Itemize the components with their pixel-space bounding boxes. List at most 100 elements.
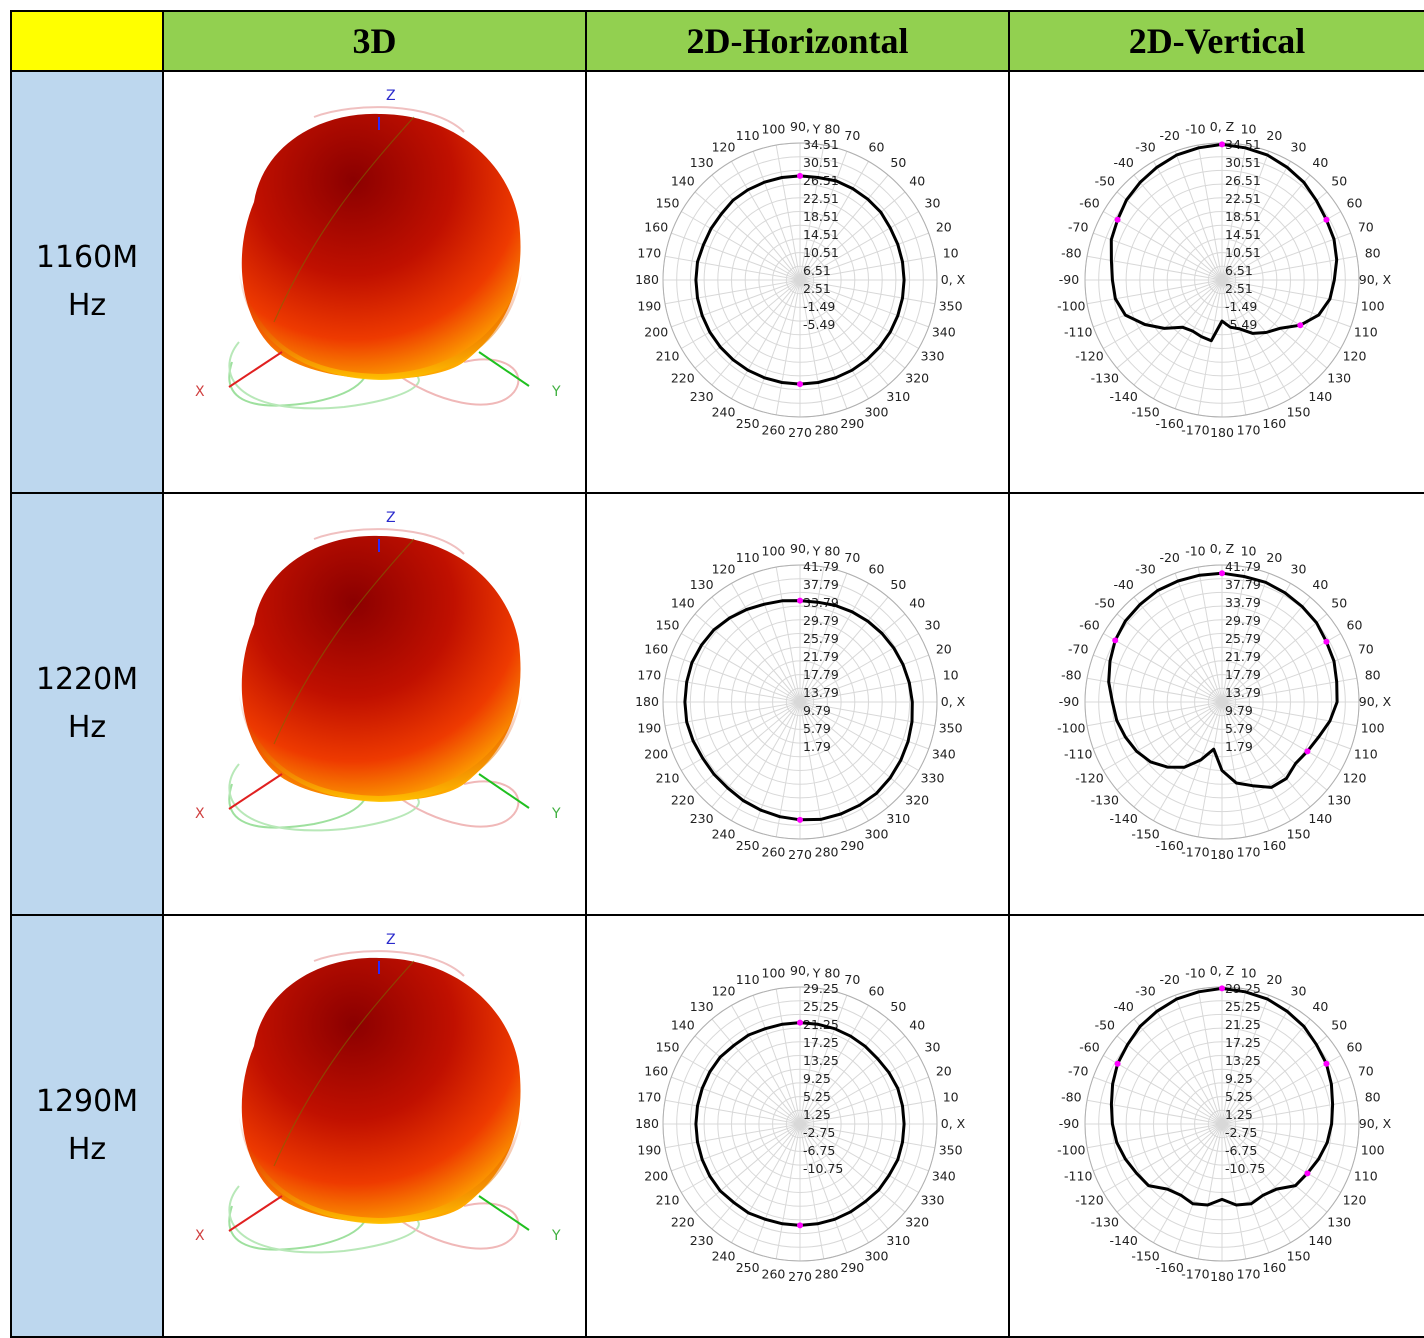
angle-tick-label: -110 xyxy=(1064,324,1092,339)
grid-spoke xyxy=(1221,654,1351,703)
angle-tick-label: 200 xyxy=(644,746,668,761)
grid-spoke xyxy=(775,701,801,838)
angle-tick-label: 10 xyxy=(943,245,959,260)
grid-spoke xyxy=(681,701,801,771)
ring-value-label: 1.79 xyxy=(803,739,831,754)
ring-value-label: 37.79 xyxy=(803,577,839,592)
angle-tick-label: 210 xyxy=(656,349,680,364)
x-axis-label: X xyxy=(195,1228,205,1244)
angle-tick-label: 70 xyxy=(844,128,860,143)
angle-tick-label: 20 xyxy=(936,1064,952,1079)
angle-tick-label: 220 xyxy=(671,1214,695,1229)
x-axis-label: X xyxy=(195,806,205,822)
grid-spoke xyxy=(799,1123,936,1149)
grid-spoke xyxy=(799,151,848,281)
ring-value-label: -6.75 xyxy=(1225,1143,1257,1158)
pattern-horizontal-cell: 0, X 10 20 30 40 50 60 70 Y 80 90, 100 110 120 130 140… xyxy=(585,914,1010,1338)
angle-tick-label: -50 xyxy=(1095,174,1115,189)
ring-value-label: 29.79 xyxy=(803,613,839,628)
ring-value-label: 17.25 xyxy=(803,1035,839,1050)
grid-spoke xyxy=(799,1099,936,1125)
angle-tick-label: 0, X xyxy=(941,1116,966,1131)
ring-value-label: -2.75 xyxy=(803,1125,835,1140)
angle-tick-label: -160 xyxy=(1155,416,1183,431)
angle-tick-label: 350 xyxy=(939,721,963,736)
pattern-3d-cell: Z X Y xyxy=(162,70,587,494)
grid-spoke xyxy=(752,573,801,703)
grid-spoke xyxy=(1221,279,1358,305)
z-axis-label: Z xyxy=(386,510,396,526)
grid-spoke xyxy=(1133,279,1223,386)
grid-spoke xyxy=(799,995,848,1125)
grid-spoke xyxy=(799,279,889,386)
angle-tick-label: 0, X xyxy=(941,272,966,287)
grid-spoke xyxy=(671,279,801,328)
grid-spoke xyxy=(1221,1123,1270,1253)
grid-spoke xyxy=(1174,1123,1223,1253)
grid-spoke xyxy=(1174,701,1223,831)
angle-tick-label: 180 xyxy=(635,272,659,287)
ring-value-label: 6.51 xyxy=(1225,263,1253,278)
grid-spoke xyxy=(1221,1076,1351,1125)
ring-value-label: 21.79 xyxy=(803,649,839,664)
angle-tick-label: -20 xyxy=(1159,972,1179,987)
grid-spoke xyxy=(1153,161,1223,281)
ring-value-label: 30.51 xyxy=(1225,155,1261,170)
grid-spoke xyxy=(799,1123,869,1243)
grid-spoke xyxy=(1174,151,1223,281)
grid-spoke xyxy=(799,279,936,305)
angle-tick-label: -90 xyxy=(1059,1116,1079,1131)
angle-tick-label: -30 xyxy=(1135,561,1155,576)
grid-spoke xyxy=(1133,1123,1223,1230)
ring-value-label: -10.75 xyxy=(803,1161,843,1176)
grid-spoke xyxy=(711,596,801,703)
header-3d: 3D xyxy=(162,10,587,72)
angle-tick-label: 10 xyxy=(1241,965,1257,980)
angle-tick-label: 260 xyxy=(762,1267,786,1282)
angle-tick-label: 270 xyxy=(788,847,812,862)
ring-value-label: 41.79 xyxy=(803,559,839,574)
grid-spoke xyxy=(799,191,906,281)
grid-spoke xyxy=(1221,1123,1247,1260)
grid-spoke xyxy=(799,613,906,703)
grid-spoke xyxy=(799,279,848,409)
grid-spoke xyxy=(1221,1099,1358,1125)
grid-spoke xyxy=(1221,279,1328,369)
ring-value-label: -10.75 xyxy=(1225,1161,1265,1176)
angle-tick-label: 50 xyxy=(1331,1018,1347,1033)
angle-tick-label: 340 xyxy=(932,746,956,761)
angle-tick-label: 150 xyxy=(1287,827,1311,842)
grid-spoke xyxy=(681,211,801,281)
grid-spoke xyxy=(799,279,825,416)
angle-tick-label: -10 xyxy=(1185,543,1205,558)
ring-value-label: -5.49 xyxy=(803,317,835,332)
angle-tick-label: 280 xyxy=(815,1267,839,1282)
pattern-3d-plot: Z X Y xyxy=(195,510,561,832)
angle-tick-label: 80 xyxy=(1365,245,1381,260)
ring-value-label: 1.79 xyxy=(1225,739,1253,754)
grid-spoke xyxy=(731,583,801,703)
frequency-label: 1160M Hz xyxy=(10,70,164,494)
grid-spoke xyxy=(799,1123,825,1260)
angle-tick-label: -40 xyxy=(1113,999,1133,1014)
grid-spoke xyxy=(1116,191,1223,281)
ring-value-label: -1.49 xyxy=(1225,299,1257,314)
grid-spoke xyxy=(799,633,919,703)
ring-value-label: 26.51 xyxy=(1225,173,1261,188)
pattern-curve xyxy=(694,1021,906,1227)
grid-spoke xyxy=(799,1123,919,1193)
angle-tick-label: 10 xyxy=(943,1089,959,1104)
grid-spoke xyxy=(1174,995,1223,1125)
wire-arc xyxy=(273,960,415,1167)
grid-spoke xyxy=(1116,613,1223,703)
grid-spoke xyxy=(1221,701,1328,791)
angle-tick-label: 10 xyxy=(1241,543,1257,558)
angle-tick-label: 50 xyxy=(1331,174,1347,189)
grid-spoke xyxy=(1221,1055,1341,1125)
grid-spoke xyxy=(752,1123,801,1253)
angle-tick-label: 180 xyxy=(1210,847,1234,862)
grid-spoke xyxy=(1221,1123,1311,1230)
angle-tick-label: 340 xyxy=(932,324,956,339)
